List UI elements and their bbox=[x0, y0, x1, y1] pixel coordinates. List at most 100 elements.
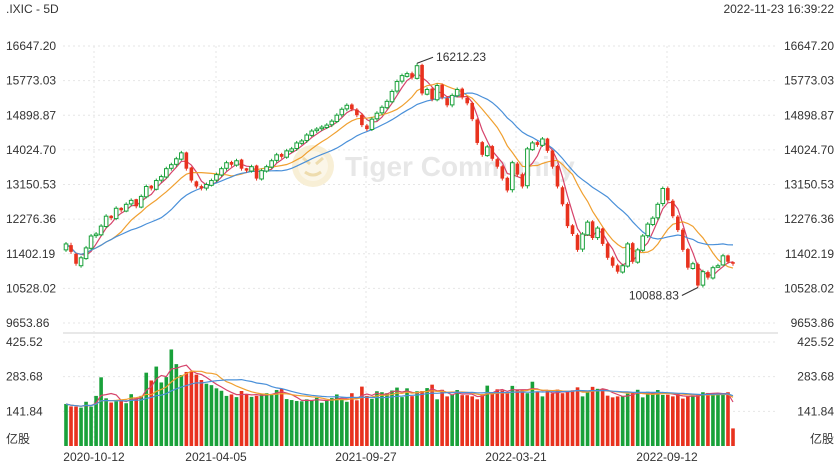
volume-bar bbox=[430, 384, 434, 446]
candle-body bbox=[515, 163, 520, 175]
candle-body bbox=[414, 65, 420, 79]
candle bbox=[700, 269, 706, 288]
candle-body bbox=[449, 94, 455, 106]
candle-body bbox=[179, 152, 184, 160]
candle-body bbox=[696, 264, 700, 286]
volume-bar bbox=[716, 393, 720, 446]
candle bbox=[545, 137, 550, 153]
volume-bar bbox=[485, 385, 490, 446]
candle bbox=[324, 123, 330, 130]
volume-bar bbox=[721, 394, 725, 446]
axis-labels: 16647.20 16647.20 15773.03 15773.03 14898.87… bbox=[6, 39, 834, 464]
candle bbox=[540, 136, 545, 147]
candle-body bbox=[635, 249, 641, 263]
candle-body bbox=[279, 154, 284, 157]
candle bbox=[720, 253, 726, 266]
candle bbox=[219, 166, 224, 177]
candle-body bbox=[123, 203, 129, 212]
volume-bar bbox=[470, 396, 475, 446]
volume-bar bbox=[520, 389, 525, 446]
volume-bar bbox=[329, 398, 334, 446]
volume-unit-left: 亿股 bbox=[6, 431, 30, 446]
candle-body bbox=[189, 167, 194, 181]
volume-bar bbox=[450, 394, 454, 446]
volume-bar bbox=[630, 392, 635, 446]
candle bbox=[163, 166, 169, 179]
candle-body bbox=[83, 247, 89, 260]
candle bbox=[350, 103, 354, 112]
candle bbox=[454, 87, 460, 98]
volume-bar bbox=[189, 371, 194, 446]
volume-ma-short-line bbox=[65, 364, 734, 407]
volume-bar bbox=[74, 406, 78, 446]
candle bbox=[484, 144, 490, 157]
volume-bar bbox=[284, 399, 289, 446]
candle bbox=[465, 96, 470, 106]
volume-bar bbox=[600, 388, 605, 446]
volume-bar bbox=[545, 391, 550, 446]
candle-body bbox=[224, 162, 229, 169]
candle bbox=[410, 71, 414, 80]
volume-bar bbox=[149, 380, 154, 446]
volume-bar bbox=[264, 393, 269, 446]
volume-tick-right: 283.68 bbox=[797, 370, 834, 384]
candle-body bbox=[384, 100, 390, 109]
volume-bar bbox=[440, 389, 444, 446]
price-tick-right: 13150.53 bbox=[784, 178, 834, 192]
candle-body bbox=[690, 263, 696, 269]
candle-body bbox=[470, 102, 475, 120]
volume-bar bbox=[625, 393, 630, 446]
candle bbox=[600, 227, 605, 246]
volume-bar bbox=[139, 395, 144, 446]
price-tick-right: 12276.36 bbox=[784, 212, 834, 226]
price-tick-right: 11402.19 bbox=[785, 247, 834, 261]
candle bbox=[179, 150, 184, 161]
volume-bar bbox=[254, 395, 259, 446]
volume-bar bbox=[299, 401, 304, 446]
candle-body bbox=[334, 114, 340, 123]
candle-body bbox=[585, 221, 590, 236]
volume-bar bbox=[370, 398, 374, 446]
volume-bar bbox=[99, 377, 103, 446]
candle-body bbox=[274, 154, 279, 161]
candle-body bbox=[374, 112, 380, 120]
candle-body bbox=[350, 104, 354, 110]
volume-bar bbox=[380, 392, 384, 446]
candle-body bbox=[731, 262, 735, 264]
volume-bar bbox=[575, 387, 580, 446]
volume-bar bbox=[164, 377, 169, 446]
candle bbox=[500, 165, 505, 181]
candle bbox=[360, 113, 364, 128]
volume-bar bbox=[726, 392, 730, 446]
volume-bar bbox=[510, 385, 515, 446]
price-tick-left: 16647.20 bbox=[6, 39, 56, 53]
candle bbox=[109, 215, 113, 221]
candle-body bbox=[319, 126, 325, 130]
candle bbox=[515, 161, 520, 177]
candle-body bbox=[199, 186, 204, 189]
candle bbox=[555, 164, 560, 189]
candle bbox=[314, 127, 320, 134]
candle bbox=[394, 79, 400, 94]
candle bbox=[414, 63, 420, 80]
candle bbox=[505, 176, 510, 193]
candle bbox=[264, 164, 269, 173]
candle bbox=[686, 247, 690, 270]
volume-bar bbox=[360, 386, 364, 446]
candle-body bbox=[540, 138, 545, 146]
volume-bar bbox=[620, 396, 625, 446]
candle bbox=[424, 87, 430, 96]
candle bbox=[625, 241, 630, 268]
volume-bar bbox=[410, 396, 414, 446]
candle-body bbox=[510, 162, 515, 191]
candle bbox=[681, 228, 685, 252]
candle-body bbox=[665, 188, 670, 201]
volume-bar bbox=[114, 401, 118, 446]
volume-bar bbox=[640, 397, 645, 446]
candle bbox=[344, 103, 350, 112]
candle bbox=[530, 140, 535, 151]
candle-body bbox=[229, 161, 234, 165]
volume-bar bbox=[209, 385, 214, 446]
candle bbox=[199, 184, 204, 191]
